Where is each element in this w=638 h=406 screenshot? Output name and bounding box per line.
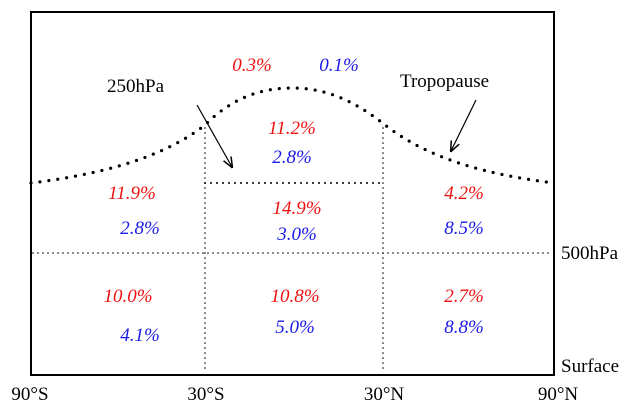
tropopause-curve [29, 86, 556, 185]
tropics-low-blue-value: 5.0% [275, 317, 315, 338]
north-low-red-value: 2.7% [444, 286, 484, 307]
label-tropopause: Tropopause [400, 71, 489, 92]
tropics-mid-red-value: 14.9% [272, 198, 321, 219]
north-mid-red-value: 4.2% [444, 183, 484, 204]
tropics-low-red-value: 10.8% [270, 286, 319, 307]
x-label-30s: 30°S [187, 384, 224, 405]
north-mid-blue-value: 8.5% [444, 218, 484, 239]
x-label-30n: 30°N [364, 384, 405, 405]
tropics-mid-blue-value: 3.0% [276, 224, 317, 245]
plot-frame [30, 11, 555, 376]
top-red-value: 0.3% [232, 55, 272, 76]
top-blue-value: 0.1% [319, 55, 359, 76]
arrow-250hpa [196, 104, 232, 167]
south-mid-red-value: 11.9% [108, 183, 156, 204]
south-low-red-value: 10.0% [103, 286, 152, 307]
label-surface: Surface [561, 356, 619, 377]
label-500hpa: 500hPa [561, 243, 619, 264]
tropics-upper-blue-value: 2.8% [272, 147, 312, 168]
north-low-blue-value: 8.8% [444, 317, 484, 338]
tropics-upper-red-value: 11.2% [268, 118, 316, 139]
label-250hpa: 250hPa [107, 76, 165, 97]
x-label-90s: 90°S [11, 384, 48, 405]
arrow-tropopause [451, 99, 477, 151]
south-low-blue-value: 4.1% [120, 325, 160, 346]
x-label-90n: 90°N [538, 384, 579, 405]
south-mid-blue-value: 2.8% [120, 218, 160, 239]
